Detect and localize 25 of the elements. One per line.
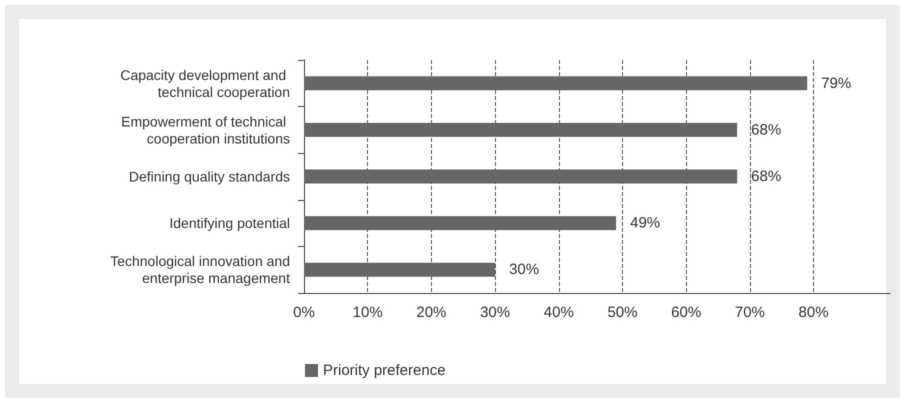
data-label: 68% xyxy=(751,121,782,138)
y-tick-label: Defining quality standards xyxy=(128,168,290,184)
bar xyxy=(304,262,496,277)
bar xyxy=(304,216,616,230)
x-tick-label: 50% xyxy=(607,304,638,321)
bar xyxy=(304,122,738,137)
y-tick-label: Technological innovation and enterprise management xyxy=(110,253,290,286)
x-tick-label: 20% xyxy=(416,304,446,321)
data-label: 30% xyxy=(509,261,540,278)
data-label: 68% xyxy=(751,168,782,185)
y-tick-label: Identifying potential xyxy=(169,215,290,232)
x-tick-label: 80% xyxy=(798,304,829,321)
data-label: 49% xyxy=(630,214,660,232)
bar xyxy=(304,76,808,90)
y-tick-label: Capacity development and technical cooperation xyxy=(120,66,290,100)
x-tick-label: 30% xyxy=(480,304,510,321)
x-tick-label: 70% xyxy=(734,304,765,321)
bar xyxy=(304,170,738,184)
x-tick-label: 60% xyxy=(671,304,702,321)
x-tick-label: 10% xyxy=(352,304,383,321)
legend-label: Priority preference xyxy=(323,362,446,379)
x-tick-label: 40% xyxy=(544,304,574,321)
y-tick-label: Empowerment of technical cooperation institutions xyxy=(121,113,290,146)
data-label: 79% xyxy=(821,74,852,92)
x-tick-label: 0% xyxy=(293,304,315,321)
